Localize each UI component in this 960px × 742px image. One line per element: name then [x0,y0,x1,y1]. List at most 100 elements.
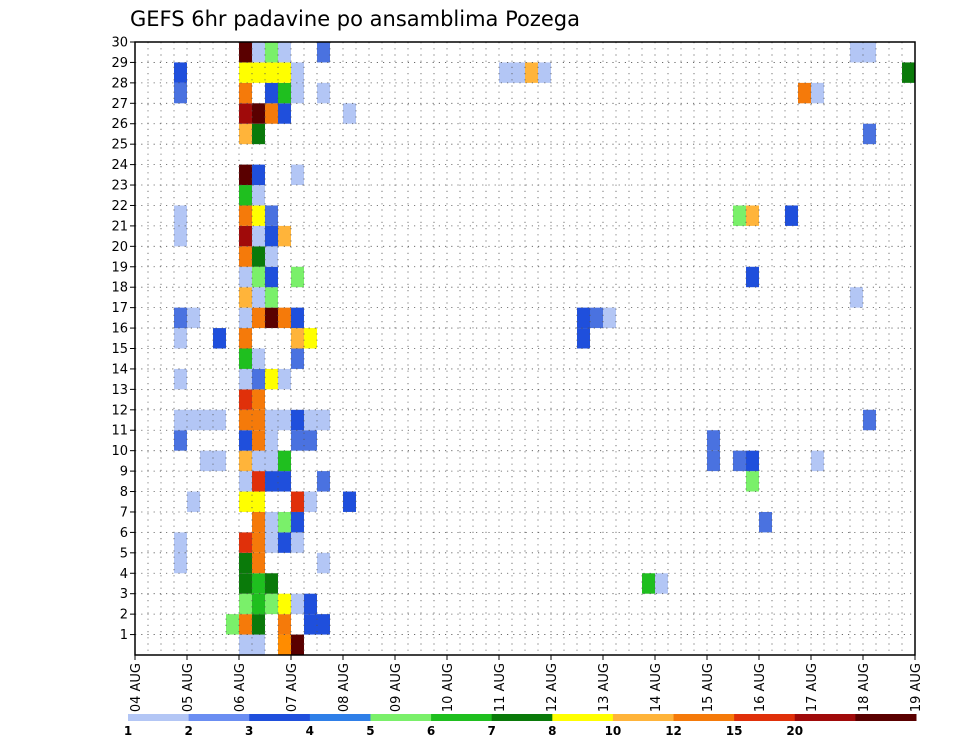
y-tick-label: 27 [111,97,128,112]
heatmap-cell [252,225,265,247]
heatmap-cell [239,614,252,635]
heatmap-cell [278,62,291,83]
heatmap-cell [291,511,304,533]
heatmap-cell [317,82,330,104]
x-tick-label: 08 AUG [337,663,352,712]
colorbar-label: 10 [605,724,622,738]
y-tick-label: 10 [111,444,128,459]
y-tick-label: 30 [111,36,128,51]
colorbar-swatch [794,714,856,721]
heatmap-cell [252,164,265,186]
heatmap-cell [252,573,265,594]
heatmap-cell [304,328,317,349]
heatmap-cell [265,266,278,288]
y-tick-label: 19 [111,260,128,275]
heatmap-cell [265,307,278,329]
y-tick-label: 17 [111,301,128,316]
heatmap-cell [265,593,278,615]
heatmap-cell [239,246,252,267]
heatmap-cell [343,491,356,512]
heatmap-cell [252,205,265,226]
heatmap-cell [733,450,746,472]
heatmap-cell [603,307,616,329]
heatmap-cell [239,532,252,553]
heatmap-cell [291,266,304,288]
heatmap-cell [291,307,304,329]
heatmap-cell [265,532,278,553]
heatmap-cell [239,103,252,124]
x-tick-label: 17 AUG [805,663,820,712]
y-tick-label: 13 [111,383,128,398]
heatmap-cell [265,246,278,267]
heatmap-cell [252,368,265,390]
heatmap-cell [863,409,876,431]
heatmap-cell [239,593,252,615]
heatmap-cell [200,450,213,472]
heatmap-cell [265,511,278,533]
heatmap-cell [174,205,187,226]
colorbar-label: 6 [427,724,435,738]
heatmap-cell [252,614,265,635]
heatmap-cell [252,450,265,472]
heatmap-cell [278,82,291,104]
heatmap-cell [278,471,291,492]
x-tick-label: 16 AUG [753,663,768,712]
heatmap-cell [291,348,304,369]
heatmap-cell [291,491,304,512]
heatmap-cell [265,225,278,247]
heatmap-cell [707,430,720,451]
heatmap-cell [239,287,252,308]
heatmap-cell [252,634,265,655]
heatmap-cell [278,511,291,533]
heatmap-cell [239,634,252,655]
heatmap-cell [811,450,824,472]
heatmap-cell [265,450,278,472]
heatmap-cell [265,287,278,308]
heatmap-cell [239,368,252,390]
heatmap-cell [265,368,278,390]
heatmap-cell [239,471,252,492]
heatmap-cell [200,409,213,431]
heatmap-cell [317,409,330,431]
y-tick-label: 6 [120,526,128,541]
heatmap-cell [239,82,252,104]
heatmap-cell [278,532,291,553]
heatmap-cell [174,552,187,574]
y-tick-label: 23 [111,179,128,194]
heatmap-cell [239,450,252,472]
heatmap-cell [304,430,317,451]
heatmap-cell [252,185,265,206]
y-tick-label: 29 [111,56,128,71]
heatmap-cell [239,491,252,512]
heatmap-cells [174,42,915,655]
heatmap-cell [304,491,317,512]
heatmap-cell [577,307,590,329]
x-tick-label: 05 AUG [181,663,196,712]
y-tick-label: 15 [111,342,128,357]
x-axis: 04 AUG 05 AUG 06 AUG 07 AUG 08 AUG 09 AUG 10 A… [129,655,924,712]
x-tick-label: 15 AUG [701,663,716,712]
heatmap-cell [265,205,278,226]
heatmap-cell [252,62,265,83]
heatmap-cell [252,266,265,288]
heatmap-cell [252,532,265,553]
heatmap-cell [239,185,252,206]
heatmap-cell [239,42,252,63]
heatmap-cell [317,42,330,63]
y-tick-label: 24 [111,158,128,173]
heatmap-cell [174,82,187,104]
heatmap-cell [174,409,187,431]
heatmap-cell [577,328,590,349]
heatmap-cell [239,389,252,410]
y-tick-label: 14 [111,362,128,377]
colorbar-swatch [552,714,614,721]
heatmap-cell [733,205,746,226]
heatmap-cell [239,266,252,288]
y-tick-label: 3 [120,587,128,602]
heatmap-cell [174,368,187,390]
heatmap-cell [265,82,278,104]
colorbar-label: 1 [124,724,132,738]
colorbar-label: 5 [366,724,374,738]
heatmap-cell [252,123,265,145]
heatmap-cell [239,348,252,369]
